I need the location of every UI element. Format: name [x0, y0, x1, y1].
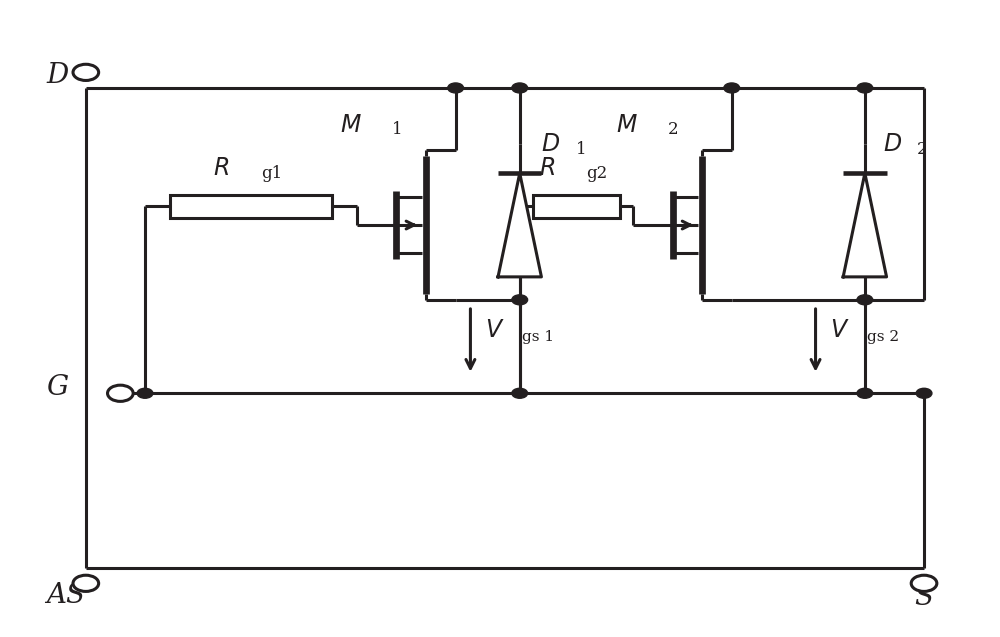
Circle shape: [857, 389, 873, 398]
Bar: [533, 194, 620, 218]
Circle shape: [512, 83, 528, 93]
Circle shape: [108, 385, 133, 401]
Text: g1: g1: [261, 166, 282, 182]
Polygon shape: [843, 173, 887, 277]
Text: D: D: [46, 62, 69, 89]
Text: 1: 1: [392, 121, 402, 138]
Text: 2: 2: [668, 121, 678, 138]
Text: G: G: [46, 373, 69, 401]
Text: g2: g2: [586, 166, 608, 182]
Text: $V$: $V$: [830, 320, 850, 343]
Text: gs 1: gs 1: [522, 330, 554, 344]
Text: $R$: $R$: [539, 157, 555, 180]
Polygon shape: [498, 173, 541, 277]
Circle shape: [512, 389, 528, 398]
Text: $M$: $M$: [616, 114, 638, 137]
Circle shape: [512, 295, 528, 304]
Text: $D$: $D$: [883, 132, 902, 155]
Text: $D$: $D$: [541, 132, 560, 155]
Circle shape: [857, 83, 873, 93]
Circle shape: [857, 295, 873, 304]
Circle shape: [916, 389, 932, 398]
Circle shape: [73, 575, 99, 591]
Bar: [170, 194, 332, 218]
Text: gs 2: gs 2: [867, 330, 899, 344]
Text: $R$: $R$: [213, 157, 230, 180]
Circle shape: [137, 389, 153, 398]
Text: 1: 1: [576, 141, 587, 157]
Circle shape: [911, 575, 937, 591]
Text: $V$: $V$: [485, 320, 505, 343]
Circle shape: [448, 83, 464, 93]
Text: $M$: $M$: [340, 114, 362, 137]
Text: S: S: [914, 584, 933, 611]
Text: 2: 2: [917, 141, 928, 157]
Circle shape: [724, 83, 740, 93]
Circle shape: [73, 64, 99, 80]
Text: AS: AS: [46, 582, 85, 609]
